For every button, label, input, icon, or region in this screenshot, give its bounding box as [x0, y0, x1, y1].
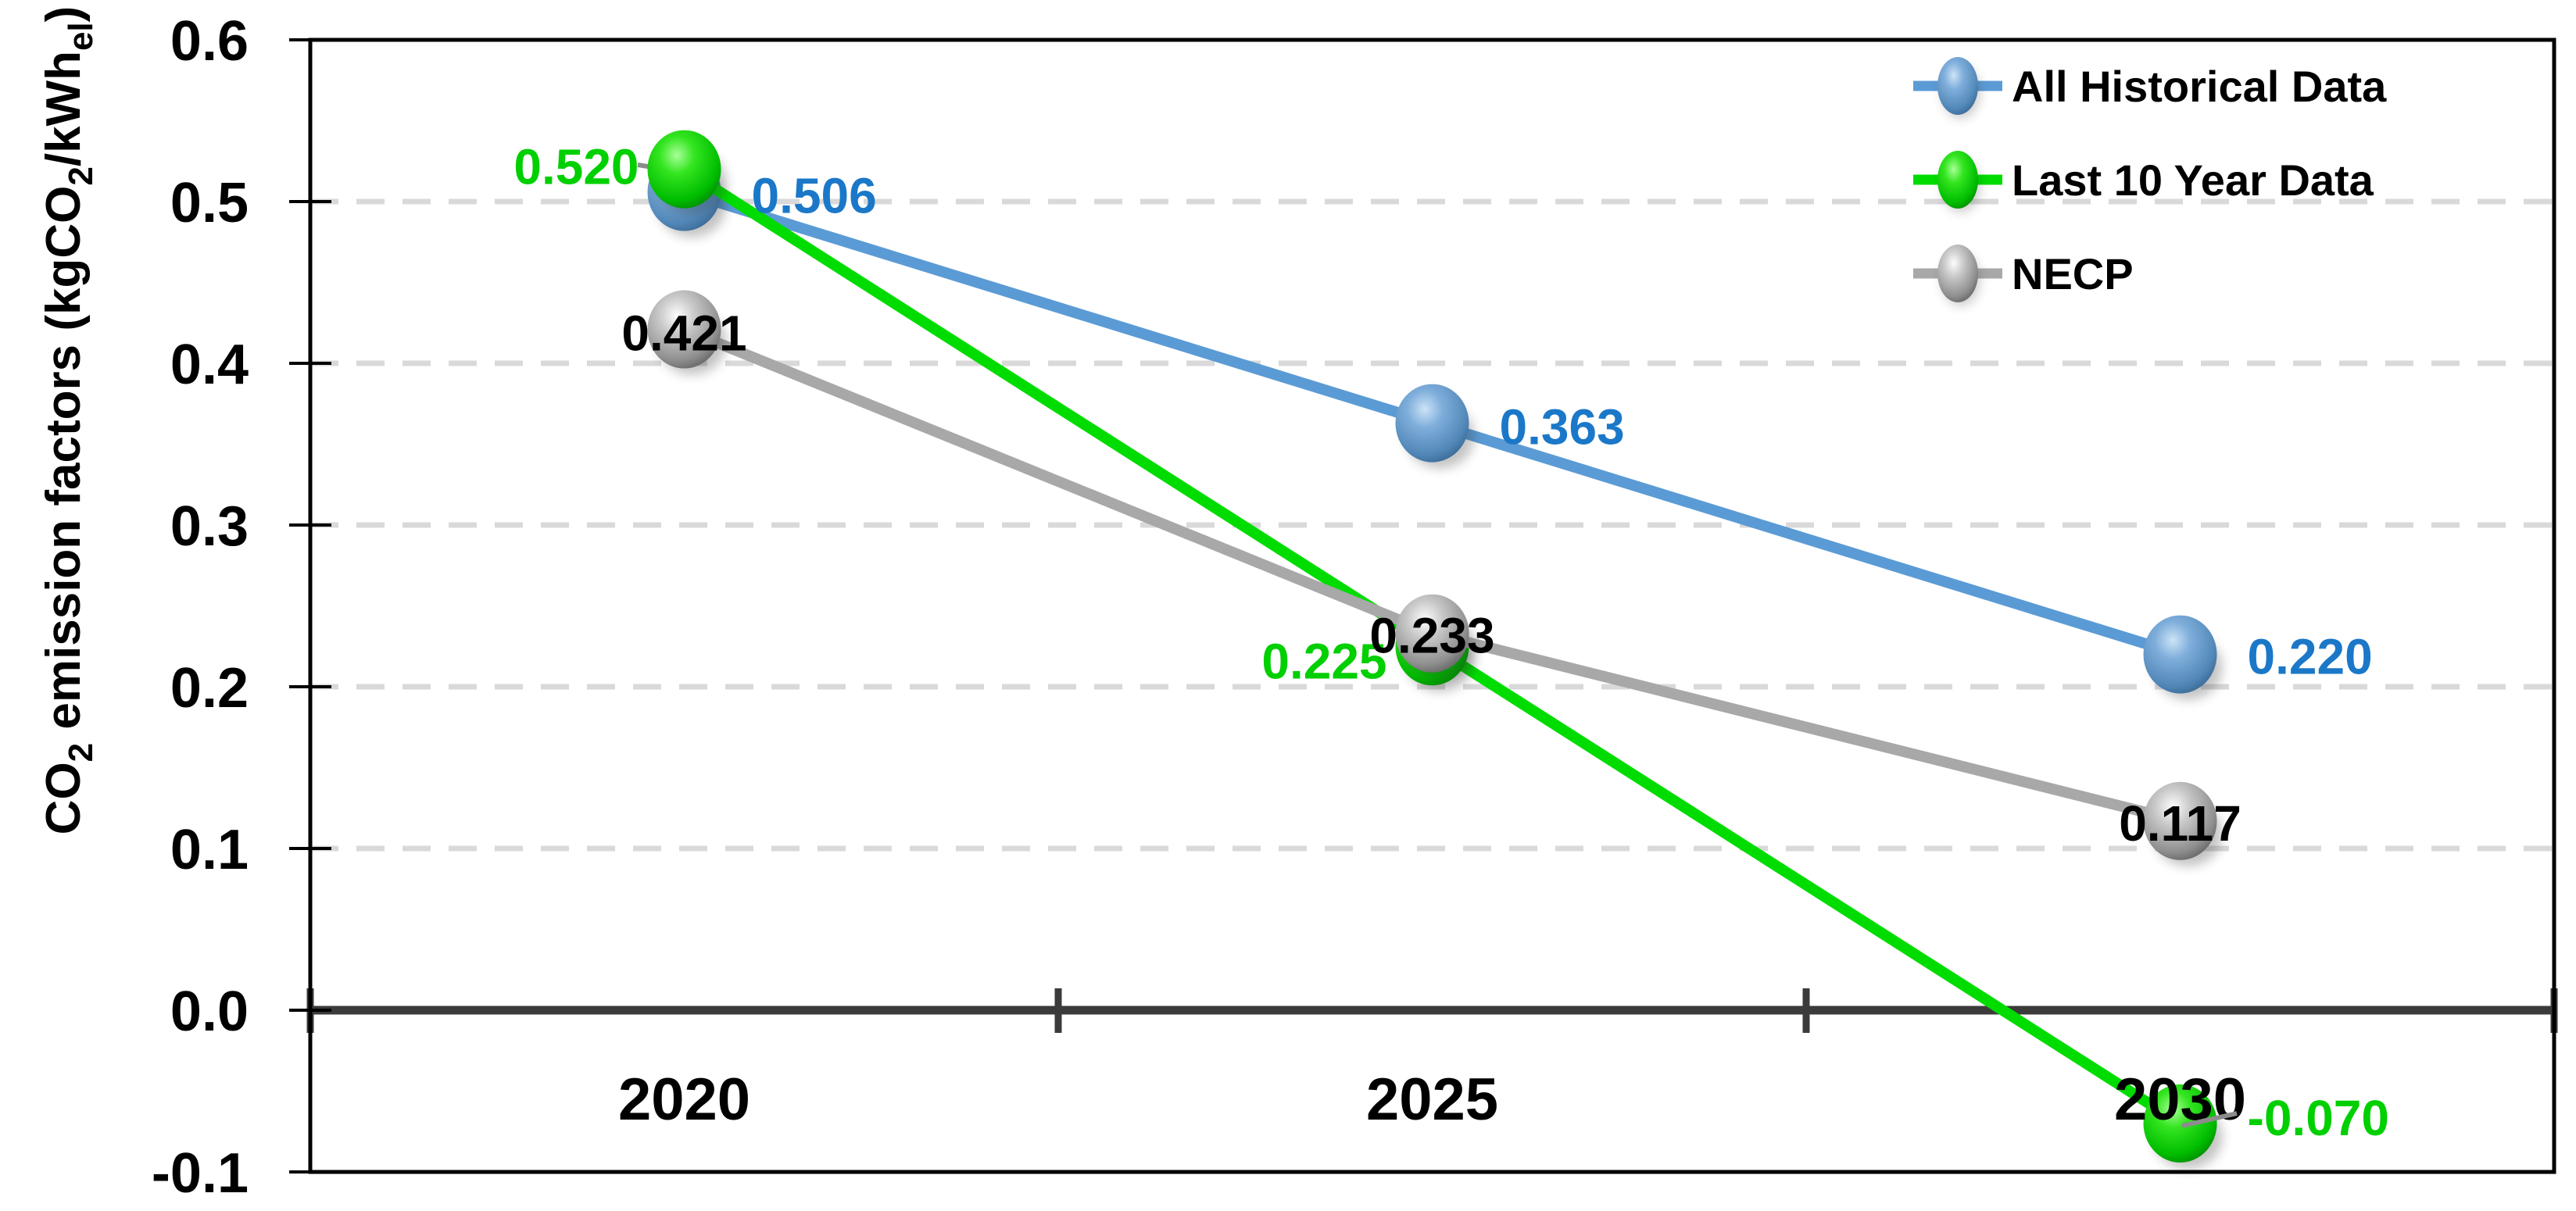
y-axis-ticks [289, 38, 331, 1173]
data-point-marker [2143, 615, 2217, 694]
y-axis-label: 0.2 [170, 657, 249, 720]
y-axis-label: -0.1 [152, 1142, 249, 1205]
x-axis-label: 2030 [2114, 1066, 2246, 1133]
label-leader-line [2181, 1111, 2238, 1128]
data-label: 0.225 [1261, 633, 1386, 689]
x-axis-label: 2020 [618, 1066, 750, 1133]
legend: All Historical Data Last 10 Year Data NECP [1913, 57, 2387, 305]
y-axis-label: 0.5 [170, 172, 249, 234]
legend-label: Last 10 Year Data [2012, 155, 2374, 205]
legend-marker-ball [1937, 57, 1978, 115]
data-point-marker [2143, 781, 2217, 860]
data-labels: 0.506 0.363 0.220 0.520 0.225 -0.070 0.421 0.23… [513, 139, 2389, 1146]
legend-marker-ball [1937, 245, 1978, 302]
legend-label: All Historical Data [2012, 62, 2387, 111]
data-label: 0.117 [2119, 795, 2241, 852]
series-necp [647, 290, 2223, 866]
x-axis-labels: 2020 2025 2030 [618, 1066, 2246, 1133]
data-label: 0.363 [1500, 399, 1625, 455]
legend-marker-ball [1937, 151, 1978, 209]
data-point-marker [647, 130, 721, 209]
data-label: 0.421 [621, 305, 746, 362]
y-axis-labels: 0.6 0.5 0.4 0.3 0.2 0.1 0.0 -0.1 [152, 10, 249, 1205]
data-label: 0.220 [2248, 629, 2373, 685]
y-axis-label: 0.3 [170, 495, 249, 558]
plot-border [308, 38, 2556, 1174]
legend-item-last-10-year-data: Last 10 Year Data [1913, 151, 2374, 212]
data-label: 0.506 [752, 168, 877, 224]
data-label: 0.233 [1369, 608, 1494, 664]
legend-item-necp: NECP [1913, 245, 2134, 305]
y-axis-title: CO2 emission factors (kgCO2/kWhel) [37, 6, 100, 835]
y-axis-label: 0.4 [170, 334, 249, 396]
x-axis-label: 2025 [1366, 1066, 1498, 1133]
legend-item-all-historical-data: All Historical Data [1913, 57, 2387, 118]
data-label: 0.520 [513, 139, 639, 195]
data-point-marker [1395, 384, 1469, 463]
legend-label: NECP [2012, 249, 2134, 298]
data-point-marker [647, 290, 721, 369]
data-label: -0.070 [2248, 1090, 2389, 1146]
y-axis-label: 0.6 [170, 10, 249, 73]
data-point-marker [1395, 594, 1469, 673]
data-point-marker [2143, 1084, 2217, 1163]
y-axis-label: 0.1 [170, 819, 249, 881]
y-axis-label: 0.0 [170, 981, 249, 1043]
